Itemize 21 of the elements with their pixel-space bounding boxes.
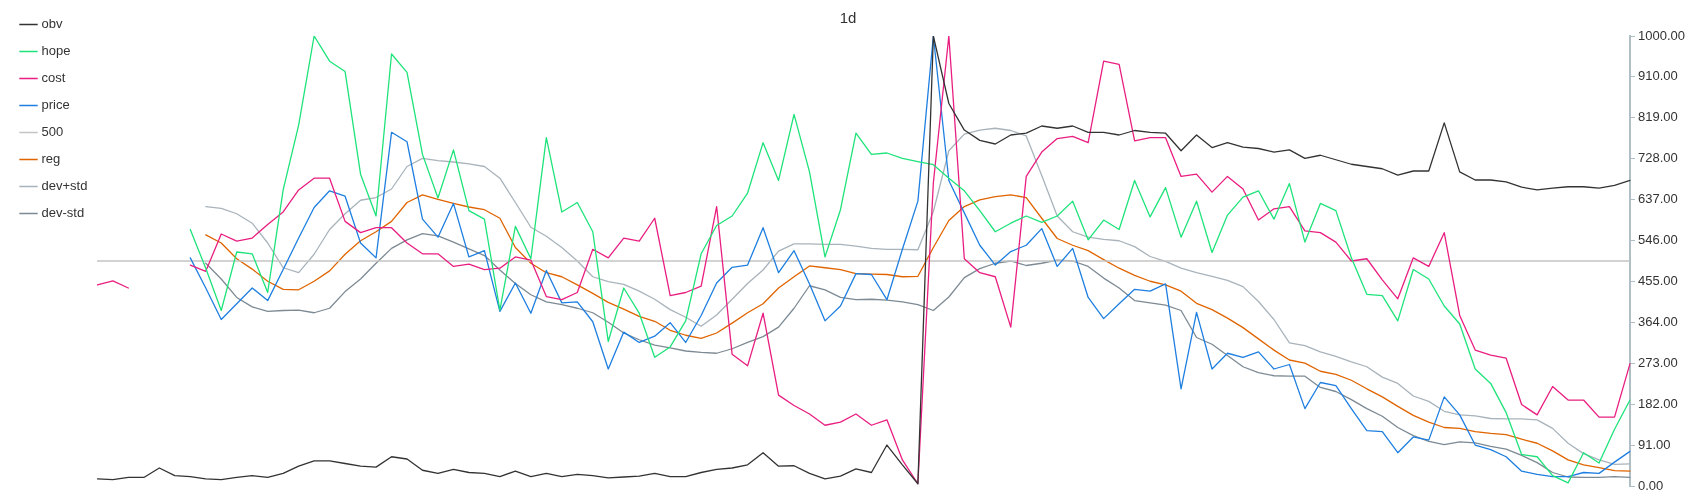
y-tick-label: 728.00 (1638, 149, 1678, 165)
y-tick-label: 455.00 (1638, 272, 1678, 288)
legend-label: dev-std (41, 205, 85, 221)
y-tick-label: 182.00 (1638, 395, 1678, 411)
legend-label: hope (41, 43, 71, 59)
y-tick-label: 819.00 (1638, 109, 1678, 125)
legend-label: obv (41, 16, 63, 32)
y-tick-label: 910.00 (1638, 68, 1678, 84)
y-tick-label: 273.00 (1638, 354, 1678, 370)
y-tick-label: 637.00 (1638, 190, 1678, 206)
legend-label: 500 (41, 124, 64, 140)
chart-title: 1d (839, 9, 857, 27)
y-tick-label: 91.00 (1638, 436, 1671, 452)
legend-label: cost (41, 70, 66, 86)
y-tick-label: 1000.00 (1638, 27, 1686, 43)
legend-label: price (41, 97, 70, 113)
legend-label: dev+std (41, 178, 88, 194)
legend-label: reg (41, 151, 61, 167)
y-tick-label: 546.00 (1638, 231, 1678, 247)
y-tick-label: 364.00 (1638, 313, 1678, 329)
y-tick-label: 0.00 (1638, 477, 1664, 493)
